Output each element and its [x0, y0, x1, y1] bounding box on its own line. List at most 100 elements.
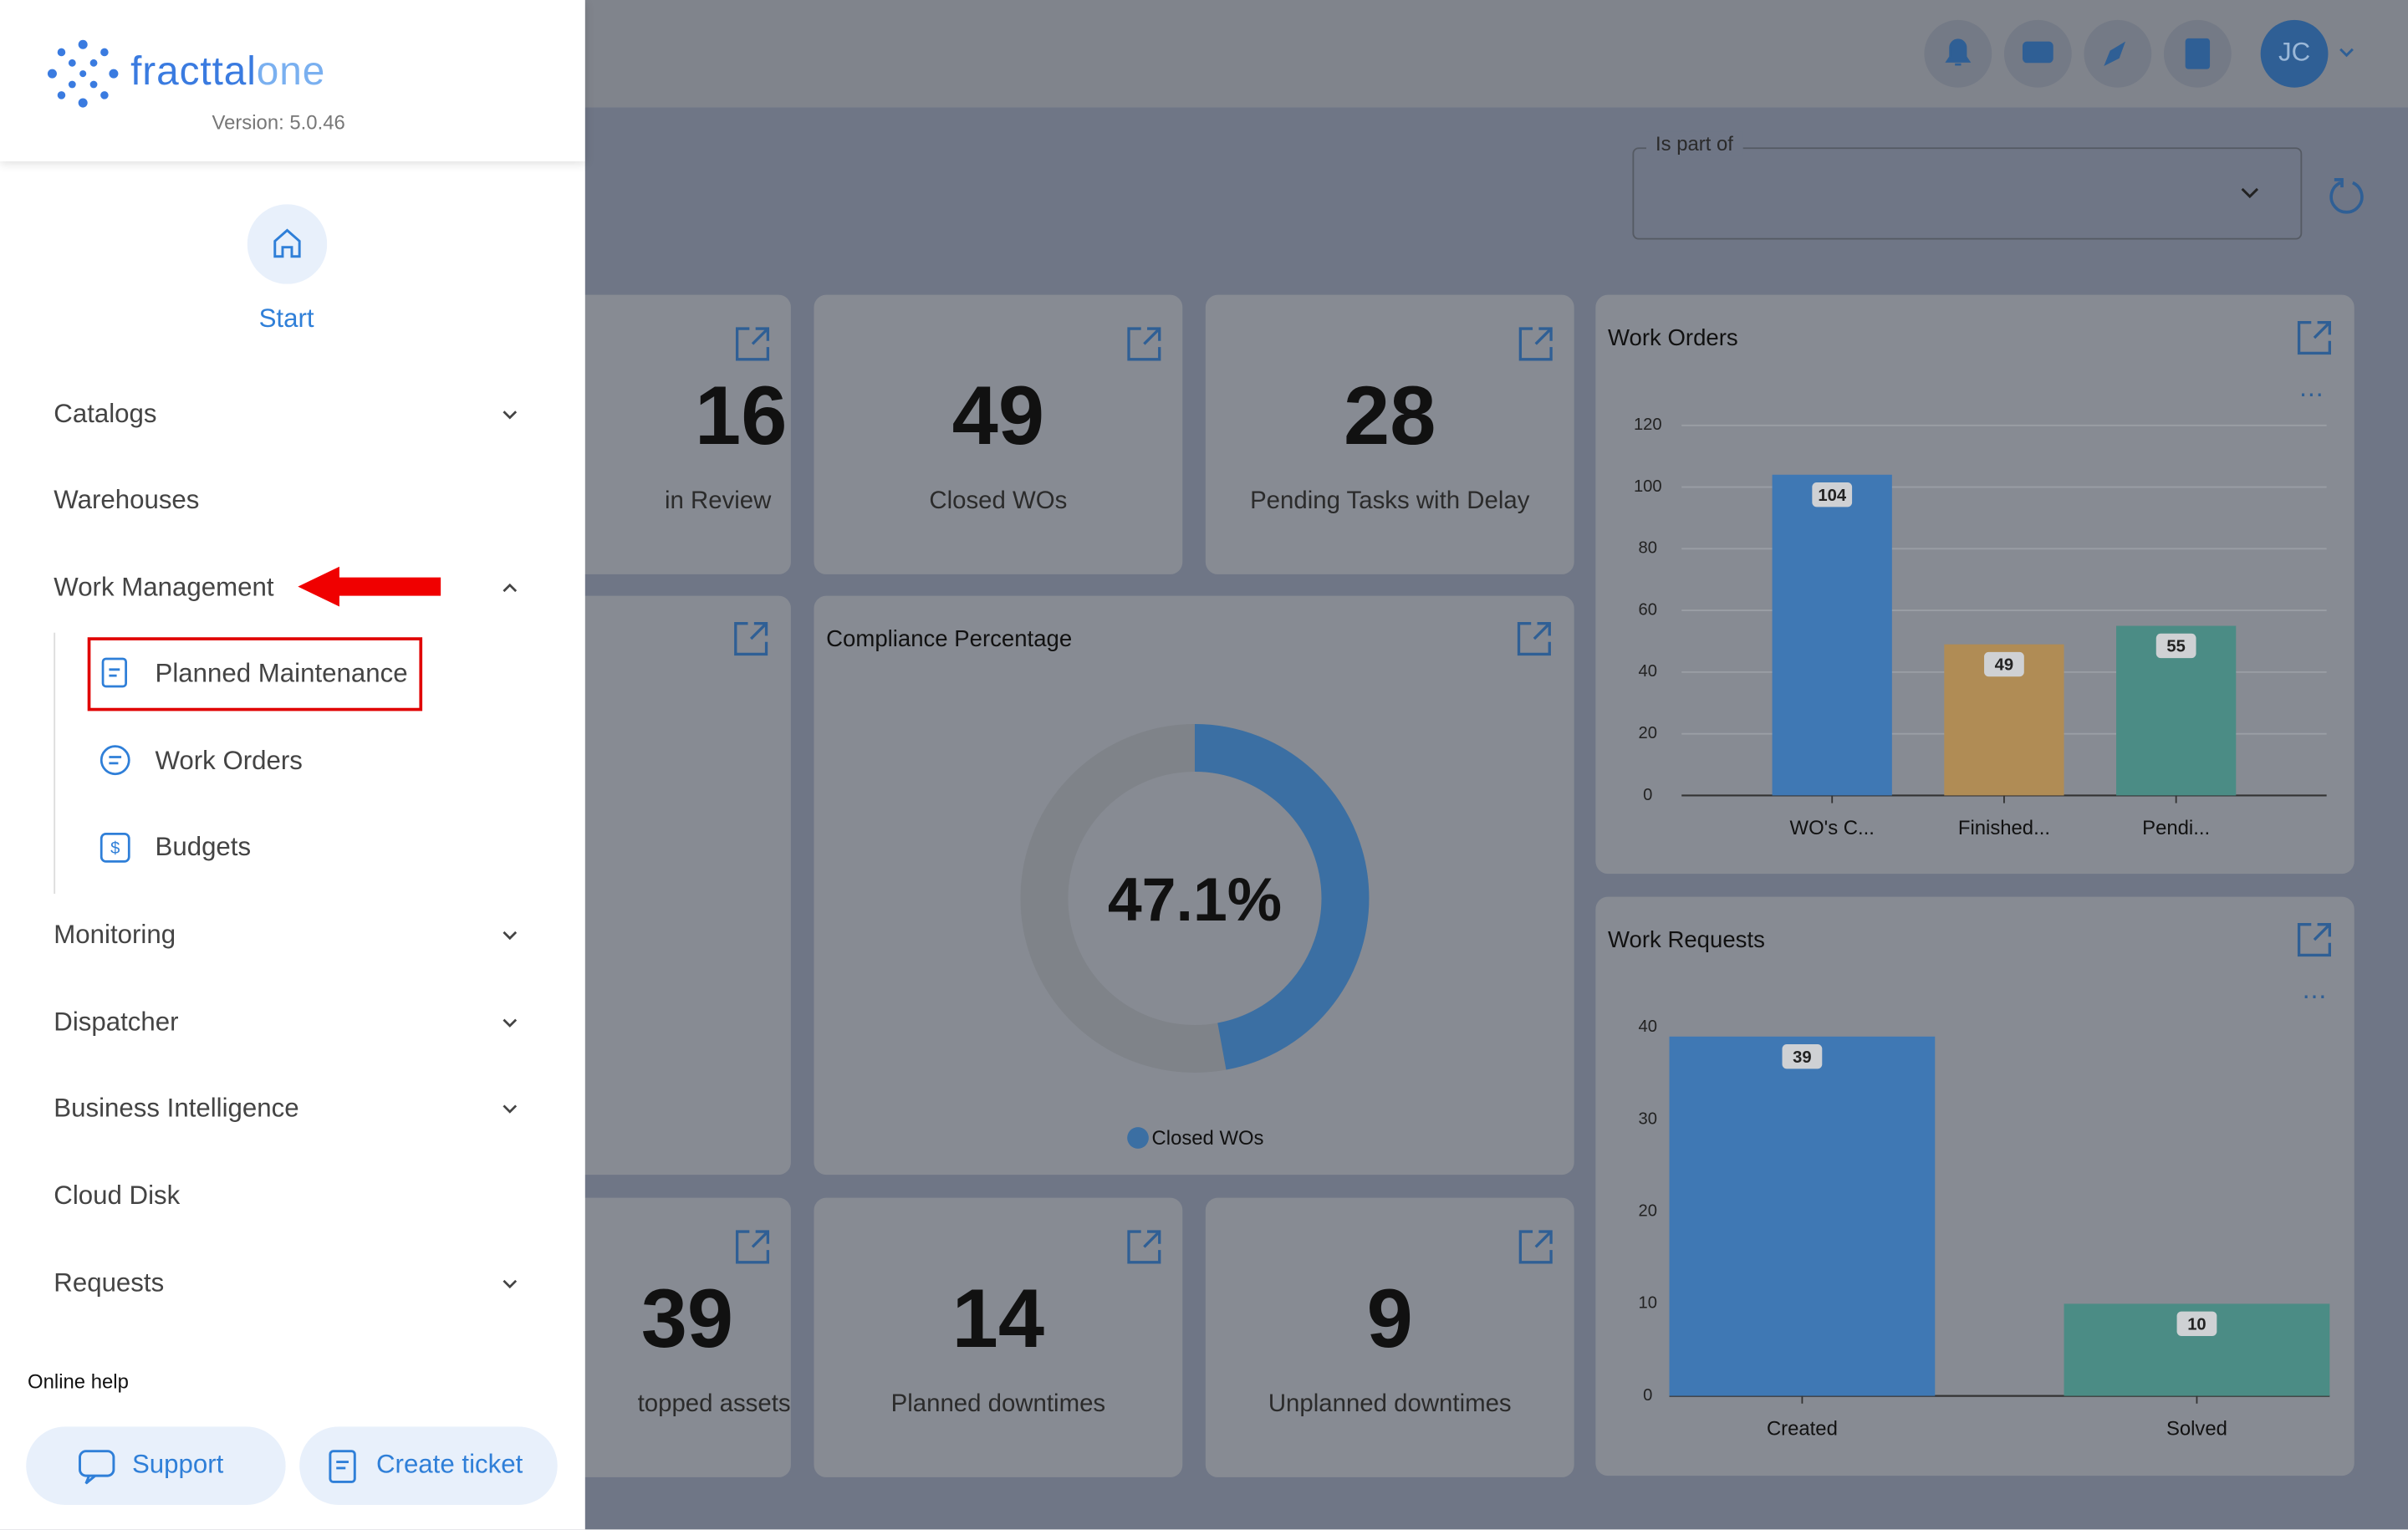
y-tick-label: 100	[1634, 477, 1662, 496]
kpi-label: topped assets	[637, 1391, 791, 1418]
chevron	[503, 1018, 518, 1028]
kpi-card[interactable]: 9 Unplanned downtimes	[1205, 1197, 1574, 1477]
y-tick-label: 80	[1639, 539, 1657, 558]
kpi-value: 49	[951, 370, 1045, 462]
start-label: Start	[258, 303, 314, 334]
logo-part: fracttal	[130, 47, 257, 94]
avatar-initials: JC	[2278, 38, 2310, 67]
x-tick-label: Created	[1767, 1417, 1838, 1440]
chevron	[503, 1279, 518, 1289]
red-arrow	[298, 566, 441, 607]
header-icons: JC	[1924, 19, 2354, 88]
start-button[interactable]	[247, 204, 328, 284]
submenu-icon	[101, 657, 127, 688]
value-label-box	[1984, 651, 2024, 677]
chevron	[503, 411, 518, 420]
open-external-icon	[735, 327, 770, 361]
support-button[interactable]: Support	[26, 1426, 286, 1505]
submenu-icon: $	[99, 832, 130, 863]
value-label-box	[1812, 482, 1853, 507]
y-tick-label: 20	[1639, 724, 1657, 742]
kpi-value: 14	[951, 1272, 1045, 1365]
sidebar: fracttalone Version: 5.0.46 Start Catalo…	[0, 0, 585, 1530]
kpi-card[interactable]: 49 Closed WOs	[814, 294, 1183, 574]
open-external-icon	[1127, 1230, 1161, 1264]
submenu-item[interactable]: Budgets	[155, 832, 252, 862]
x-tick-label: Finished...	[1958, 817, 2050, 839]
y-tick-label: 10	[1639, 1294, 1657, 1313]
y-tick-label: 30	[1639, 1109, 1657, 1128]
button-label: Support	[131, 1449, 224, 1479]
chevron	[503, 931, 518, 941]
logo-mark	[47, 39, 119, 108]
value-label-box	[2176, 1311, 2217, 1336]
open-external-icon	[735, 1230, 770, 1264]
kpi-label: Unplanned downtimes	[1268, 1391, 1512, 1418]
kpi-value: 28	[1344, 370, 1436, 462]
open-external-icon	[1127, 327, 1161, 361]
menu-item[interactable]: Dispatcher	[54, 1007, 179, 1037]
value-label: 104	[1818, 487, 1846, 505]
chart-title: Work Requests	[1608, 926, 1765, 952]
value-label-box	[1782, 1043, 1823, 1069]
online-help: Online help	[28, 1369, 129, 1393]
value-label-box	[2155, 633, 2196, 659]
create-ticket-button[interactable]: Create ticket	[299, 1426, 558, 1505]
open-external-icon	[1518, 327, 1553, 361]
bar	[1772, 474, 1892, 796]
more-menu[interactable]: ⋯	[2299, 381, 2324, 409]
open-external-icon	[1518, 1230, 1553, 1264]
avatar[interactable]	[2260, 19, 2329, 88]
highlight-box	[87, 637, 423, 711]
menu-item[interactable]: Catalogs	[54, 399, 157, 429]
donut-arc	[1020, 724, 1370, 1073]
legend-label: Closed WOs	[1152, 1127, 1264, 1150]
more-menu[interactable]: ⋯	[2302, 983, 2326, 1011]
kpi-card[interactable]: 28 Pending Tasks with Delay	[1205, 294, 1574, 574]
kpi-value: 9	[1366, 1272, 1413, 1365]
button-label: Create ticket	[375, 1449, 523, 1479]
refresh-button[interactable]	[2327, 174, 2370, 217]
y-tick-label: 0	[1643, 786, 1652, 804]
donut-value: 47.1%	[1108, 864, 1282, 934]
menu-item[interactable]: Requests	[54, 1268, 165, 1298]
submenu-item[interactable]: Planned Maintenance	[155, 658, 408, 688]
submenu-rule	[54, 632, 56, 894]
y-tick-label: 20	[1639, 1202, 1657, 1221]
open-external-icon	[2297, 923, 2331, 957]
kpi-label: in Review	[664, 488, 772, 515]
logo-text: fracttalone	[130, 48, 325, 95]
filter-label: Is part of	[1645, 131, 1742, 156]
value-label: 39	[1793, 1048, 1811, 1067]
chart-title: Work Orders	[1608, 324, 1738, 350]
bar	[1669, 1036, 1936, 1396]
value-label: 49	[1995, 656, 2013, 675]
svg-text:$: $	[110, 839, 120, 858]
y-tick-label: 60	[1639, 600, 1657, 619]
kpi-value: 39	[640, 1272, 734, 1365]
x-tick-label: WO's C...	[1790, 817, 1875, 839]
y-tick-label: 40	[1639, 662, 1657, 681]
legend-swatch	[1127, 1127, 1149, 1149]
select-chevron	[2241, 187, 2259, 199]
menu-item[interactable]: Work Management	[54, 573, 274, 602]
logo-part: one	[256, 47, 326, 94]
kpi-card[interactable]: 14 Planned downtimes	[814, 1197, 1183, 1477]
menu-item[interactable]: Business Intelligence	[54, 1093, 299, 1123]
submenu-icon	[99, 745, 130, 776]
open-external-icon	[2297, 321, 2331, 355]
x-tick-label: Pendi...	[2142, 817, 2210, 839]
submenu-item[interactable]: Work Orders	[155, 746, 303, 776]
x-tick-label: Solved	[2166, 1417, 2227, 1440]
chart-card[interactable]	[814, 595, 1574, 1176]
is-part-of-select[interactable]	[1632, 147, 2303, 240]
menu-item[interactable]: Monitoring	[54, 920, 176, 950]
open-external-icon	[734, 622, 768, 656]
y-tick-label: 0	[1643, 1386, 1652, 1405]
y-tick-label: 120	[1634, 416, 1662, 434]
menu-item[interactable]: Warehouses	[54, 485, 200, 515]
menu-item[interactable]: Cloud Disk	[54, 1181, 181, 1211]
value-label: 10	[2187, 1315, 2206, 1334]
